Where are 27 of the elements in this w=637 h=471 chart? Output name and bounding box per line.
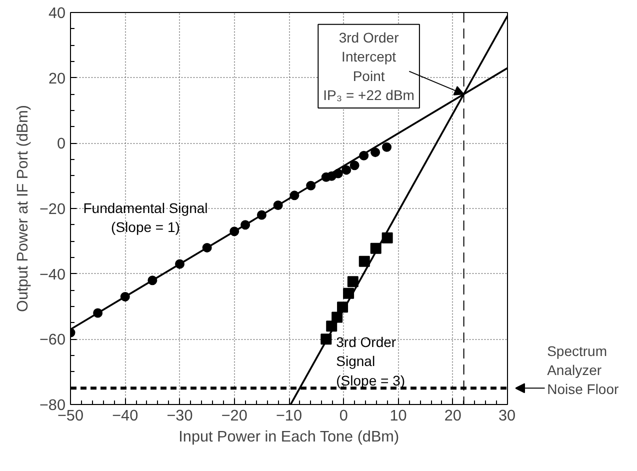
y-tick-label: 20 — [48, 70, 66, 88]
y-tick-label: −80 — [40, 397, 66, 414]
x-tick-label: 10 — [390, 408, 407, 424]
point — [347, 276, 358, 288]
x-tick-label: 20 — [444, 408, 462, 424]
y-tick-label: 40 — [48, 5, 66, 22]
x-axis-title: Input Power in Each Tone (dBm) — [178, 428, 400, 446]
point — [382, 142, 392, 152]
ref-line-label: Spectrum Analyzer Noise Floor — [547, 342, 620, 398]
x-tick-label: −40 — [112, 408, 138, 424]
x-tick-label: −10 — [276, 408, 302, 424]
x-tick-label: 0 — [339, 408, 348, 424]
annotation: 3rd Order Intercept Point IP₃ = +22 dBm — [323, 29, 414, 103]
y-tick-label: 0 — [56, 136, 66, 153]
x-tick-label: −20 — [221, 408, 248, 424]
point — [358, 256, 370, 267]
series-label: 3rd Order Signal (Slope = 3) — [336, 334, 406, 388]
x-tick-label: −30 — [166, 408, 193, 424]
y-axis-title: Output Power at IF Port (dBm) — [14, 105, 32, 312]
point — [370, 148, 380, 158]
point — [350, 160, 360, 170]
y-tick-label: −60 — [40, 332, 66, 349]
y-tick-label: −40 — [40, 266, 66, 284]
x-tick-label: 30 — [498, 408, 516, 424]
legend-label: Fundamental Signal (Slope = 1) — [83, 200, 208, 236]
point — [342, 165, 352, 175]
y-tick-label: −20 — [40, 201, 66, 218]
